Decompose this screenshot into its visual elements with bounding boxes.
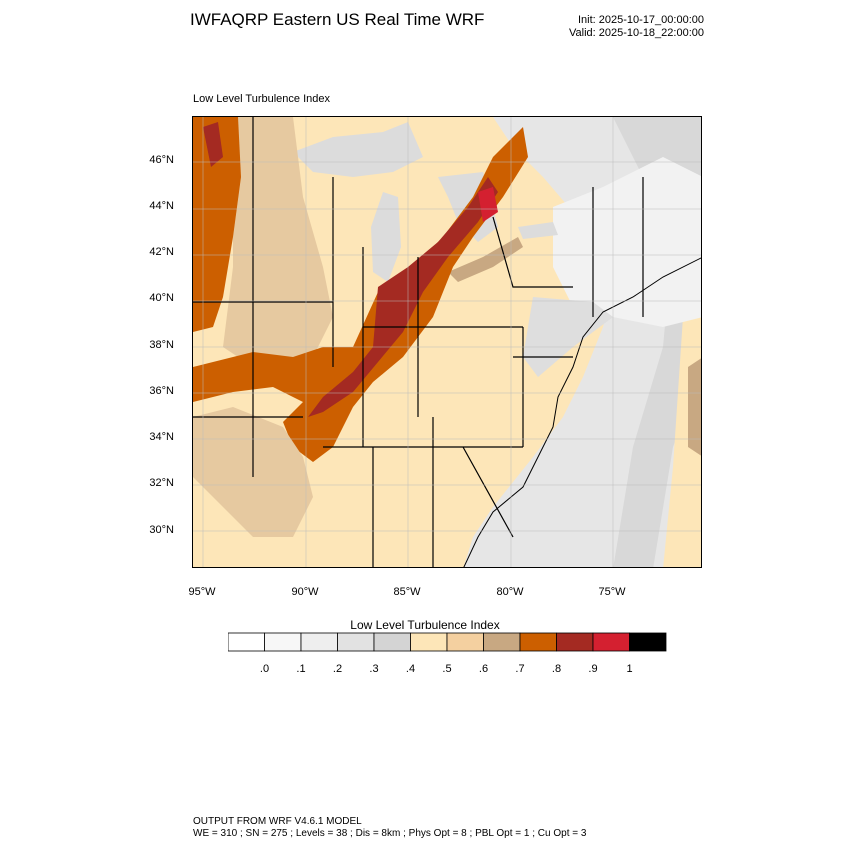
colorbar [228,632,667,652]
colorbar-swatch [300,632,338,652]
lat-label: 36°N [149,385,174,397]
lat-label: 32°N [149,477,174,489]
footer-line-1: OUTPUT FROM WRF V4.6.1 MODEL [193,816,362,827]
init-time: Init: 2025-10-17_00:00:00 [578,14,704,26]
colorbar-label: .8 [551,663,562,675]
colorbar-label: .3 [369,663,379,675]
lon-label: 95°W [188,586,216,598]
colorbar-title: Low Level Turbulence Index [350,618,500,632]
colorbar-swatch [264,632,302,652]
colorbar-label: .2 [332,663,343,675]
colorbar-label: .9 [588,663,598,675]
west-tan-band [223,117,333,377]
lon-label: 90°W [291,586,319,598]
west-dark-patch [203,122,223,167]
lat-label: 38°N [149,339,174,351]
colorbar-swatch [373,632,411,652]
lat-label: 42°N [149,246,174,258]
coastline [463,257,701,567]
valid-time: Valid: 2025-10-18_22:00:00 [569,27,704,39]
northeast-light-region [553,157,701,327]
lat-label: 30°N [149,524,174,536]
colorbar-swatch [592,632,630,652]
offshore-tan-patch [688,358,701,456]
turbulence-band-core [308,177,498,417]
lake-erie [448,237,523,282]
colorbar-label: .4 [405,663,416,675]
colorbar-swatch [629,632,667,652]
colorbar-label: .5 [442,663,452,675]
colorbar-label: .7 [515,663,525,675]
lat-label: 46°N [149,154,174,166]
turbulence-band-orange [193,127,528,462]
west-orange-strip [193,117,241,332]
lon-label: 75°W [598,586,626,598]
colorbar-swatch [519,632,557,652]
colorbar-swatch [446,632,484,652]
time-info: Init: 2025-10-17_00:00:00 Valid: 2025-10… [569,14,704,40]
colorbar-swatch [483,632,521,652]
model-footer: OUTPUT FROM WRF V4.6.1 MODEL WE = 310 ; … [193,816,586,840]
lon-label: 80°W [496,586,524,598]
plot-title: IWFAQRP Eastern US Real Time WRF [190,10,485,29]
colorbar-swatch [337,632,375,652]
turbulence-peak [478,187,498,222]
state-boundaries [193,117,644,567]
lake-superior [293,122,423,177]
map-canvas [193,117,701,567]
lake-michigan [371,192,401,282]
footer-line-2: WE = 310 ; SN = 275 ; Levels = 38 ; Dis … [193,828,587,839]
colorbar-swatch [228,632,265,652]
lon-label: 85°W [393,586,421,598]
map-field-label: Low Level Turbulence Index [193,93,330,105]
colorbar-label: .0 [259,663,270,675]
colorbar-swatch [410,632,448,652]
colorbar-label: 1 [626,663,633,675]
colorbar-swatch [556,632,594,652]
lat-label: 40°N [149,292,174,304]
lat-label: 44°N [149,200,174,212]
graticule [193,117,701,567]
lake-ontario [518,222,558,239]
colorbar-label: .1 [296,663,306,675]
turbulence-map [192,116,702,568]
colorbar-label: .6 [478,663,489,675]
lat-label: 34°N [149,431,174,443]
